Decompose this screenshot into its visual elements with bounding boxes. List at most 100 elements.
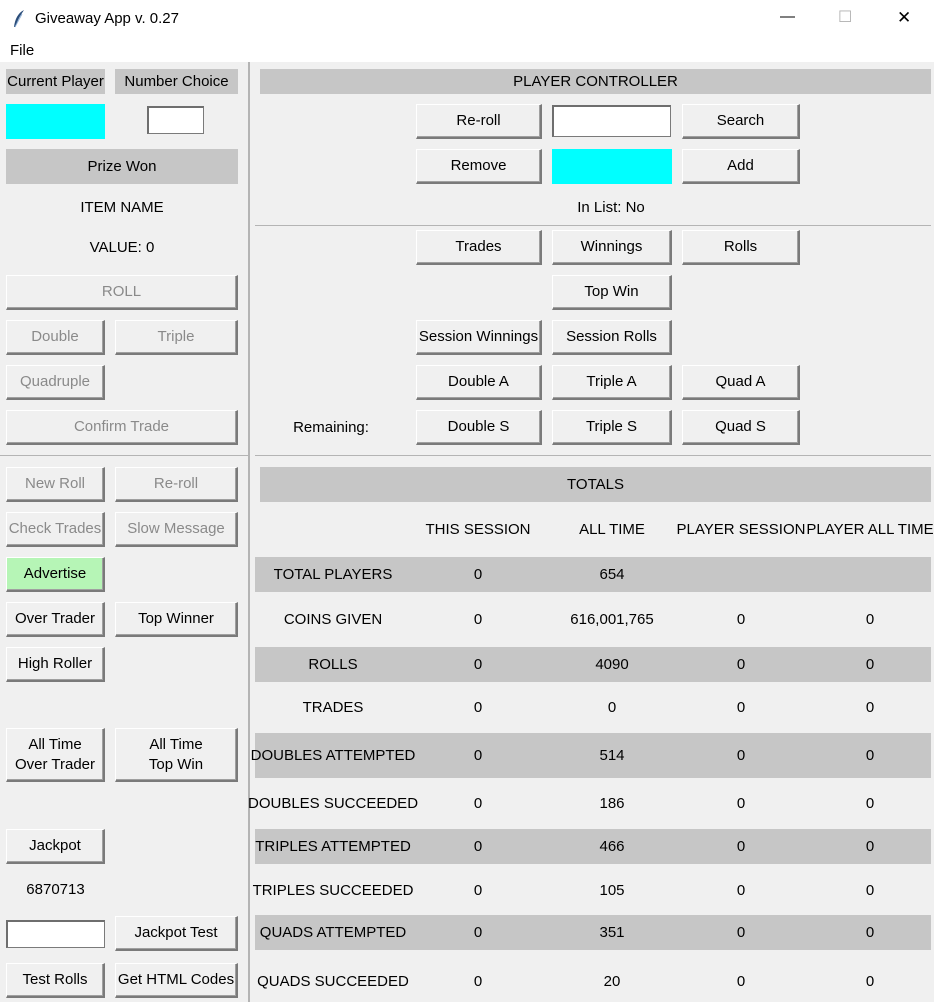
totals-cell (810, 557, 930, 592)
all-time-top-win-button[interactable]: All Time Top Win (115, 728, 238, 782)
totals-cell: 0 (473, 611, 483, 628)
player-color-display (552, 149, 672, 184)
top-win-button[interactable]: Top Win (552, 275, 672, 310)
totals-row-label: DOUBLES ATTEMPTED (250, 747, 416, 764)
test-rolls-button[interactable]: Test Rolls (6, 963, 105, 998)
totals-row-band (255, 733, 931, 778)
triple-button[interactable]: Triple (115, 320, 238, 355)
totals-cell: 4090 (595, 656, 629, 673)
add-button[interactable]: Add (682, 149, 800, 184)
totals-cell: 0 (736, 611, 746, 628)
player-controller-title: PLAYER CONTROLLER (260, 69, 931, 94)
remaining-label: Remaining: (293, 419, 369, 436)
controller-divider-1 (255, 225, 931, 226)
left-reroll-button[interactable]: Re-roll (115, 467, 238, 502)
totals-cell: 0 (736, 881, 746, 899)
totals-cell: 105 (599, 881, 625, 899)
totals-cell: 0 (473, 699, 483, 716)
totals-cell: 186 (599, 795, 625, 812)
totals-cell: 0 (865, 972, 875, 990)
jackpot-test-button[interactable]: Jackpot Test (115, 916, 238, 951)
totals-cell: 0 (473, 838, 483, 855)
totals-cell: 0 (473, 972, 483, 990)
totals-row-band (255, 915, 931, 950)
all-time-over-trader-line2: Over Trader (14, 755, 96, 773)
totals-row-label: ROLLS (308, 656, 358, 673)
totals-cell: 0 (473, 924, 483, 941)
totals-row-label: QUADS ATTEMPTED (259, 924, 407, 941)
menu-bar: File (0, 38, 934, 62)
session-rolls-button[interactable]: Session Rolls (552, 320, 672, 355)
search-button[interactable]: Search (682, 104, 800, 139)
current-player-label: Current Player (6, 69, 105, 94)
trades-button[interactable]: Trades (416, 230, 542, 265)
advertise-button[interactable]: Advertise (6, 557, 105, 592)
prize-won-label: Prize Won (6, 149, 238, 184)
controller-divider-2 (255, 455, 931, 456)
roll-button[interactable]: ROLL (6, 275, 238, 310)
new-roll-button[interactable]: New Roll (6, 467, 105, 502)
totals-cell: 0 (865, 881, 875, 899)
close-icon[interactable]: ✕ (897, 8, 912, 27)
totals-cell: 0 (865, 795, 875, 812)
totals-row-label: TRIPLES SUCCEEDED (252, 881, 414, 899)
triple-s-button[interactable]: Triple S (552, 410, 672, 445)
totals-header-0: THIS SESSION (425, 521, 531, 538)
session-winnings-button[interactable]: Session Winnings (416, 320, 542, 355)
menu-file[interactable]: File (10, 42, 35, 59)
totals-cell: 0 (736, 656, 746, 673)
double-s-button[interactable]: Double S (416, 410, 542, 445)
double-a-button[interactable]: Double A (416, 365, 542, 400)
jackpot-value: 6870713 (26, 881, 85, 898)
left-divider (0, 455, 248, 456)
number-choice-input[interactable] (147, 106, 204, 134)
high-roller-button[interactable]: High Roller (6, 647, 105, 682)
totals-cell: 351 (599, 924, 625, 941)
over-trader-button[interactable]: Over Trader (6, 602, 105, 637)
controller-reroll-button[interactable]: Re-roll (416, 104, 542, 139)
totals-cell: 0 (736, 972, 746, 990)
totals-cell: 466 (599, 838, 625, 855)
totals-row-band (255, 829, 931, 864)
jackpot-test-input[interactable] (6, 920, 105, 948)
title-bar: Giveaway App v. 0.27 — ☐ ✕ (0, 0, 934, 38)
totals-row-label: DOUBLES SUCCEEDED (247, 795, 419, 812)
check-trades-button[interactable]: Check Trades (6, 512, 105, 547)
totals-header-1: ALL TIME (579, 521, 645, 538)
all-time-over-trader-line1: All Time (28, 735, 82, 753)
totals-cell (681, 557, 801, 592)
totals-row-label: TRADES (302, 699, 364, 716)
quad-s-button[interactable]: Quad S (682, 410, 800, 445)
triple-a-button[interactable]: Triple A (552, 365, 672, 400)
totals-header-2: PLAYER SESSION (676, 521, 806, 538)
quad-a-button[interactable]: Quad A (682, 365, 800, 400)
remove-button[interactable]: Remove (416, 149, 542, 184)
top-winner-button[interactable]: Top Winner (115, 602, 238, 637)
totals-row-label: TOTAL PLAYERS (273, 566, 393, 583)
confirm-trade-button[interactable]: Confirm Trade (6, 410, 238, 445)
totals-cell: 0 (865, 838, 875, 855)
quadruple-button[interactable]: Quadruple (6, 365, 105, 400)
totals-title: TOTALS (260, 467, 931, 502)
totals-row-band (255, 647, 931, 682)
rolls-button[interactable]: Rolls (682, 230, 800, 265)
totals-cell: 0 (473, 795, 483, 812)
double-button[interactable]: Double (6, 320, 105, 355)
totals-cell: 0 (607, 699, 617, 716)
jackpot-button[interactable]: Jackpot (6, 829, 105, 864)
totals-cell: 0 (865, 747, 875, 764)
totals-cell: 0 (736, 747, 746, 764)
player-search-input[interactable] (552, 105, 671, 137)
all-time-over-trader-button[interactable]: All Time Over Trader (6, 728, 105, 782)
maximize-icon[interactable]: ☐ (838, 9, 853, 26)
totals-cell: 654 (599, 566, 625, 583)
totals-cell: 20 (603, 972, 621, 990)
slow-message-button[interactable]: Slow Message (115, 512, 238, 547)
minimize-icon[interactable]: — (780, 8, 795, 25)
get-html-codes-button[interactable]: Get HTML Codes (115, 963, 238, 998)
item-name: ITEM NAME (80, 199, 164, 216)
winnings-button[interactable]: Winnings (552, 230, 672, 265)
totals-cell: 0 (473, 881, 483, 899)
totals-cell: 0 (736, 699, 746, 716)
totals-row-label: TRIPLES ATTEMPTED (255, 838, 411, 855)
